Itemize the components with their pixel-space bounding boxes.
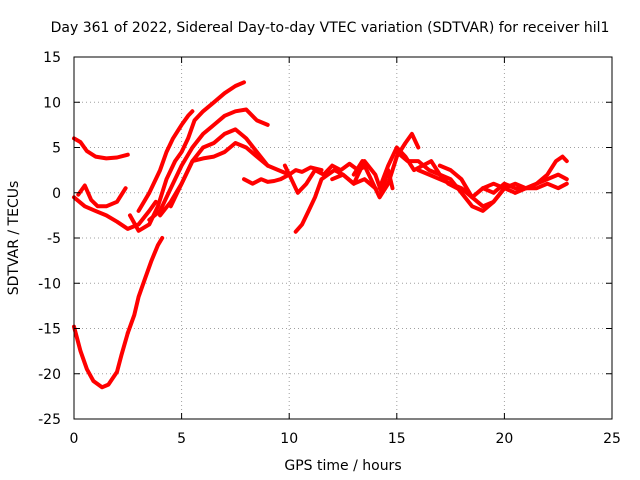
series-arc-10 <box>168 141 292 209</box>
y-tick-label: -15 <box>38 322 61 338</box>
y-axis-label: SDTVAR / TECUs <box>6 181 22 296</box>
x-tick-label: 10 <box>280 431 298 447</box>
x-tick-label: 15 <box>388 431 406 447</box>
series-arc-13 <box>293 168 378 234</box>
y-tick-label: 5 <box>52 141 61 157</box>
series-arc-17 <box>394 150 507 213</box>
series-arc-5 <box>76 183 128 209</box>
x-tick-label: 20 <box>495 431 513 447</box>
y-tick-label: 10 <box>43 95 61 111</box>
series-arc-11 <box>242 165 324 186</box>
x-axis-label: GPS time / hours <box>284 458 401 474</box>
y-tick-label: 15 <box>43 50 61 66</box>
series-arc-8 <box>147 107 270 222</box>
y-tick-label: -5 <box>47 231 61 247</box>
series-arc-3 <box>125 236 165 335</box>
series-arc-6 <box>128 80 246 233</box>
y-tick-label: -20 <box>38 367 61 383</box>
y-tick-labels: -25 -20 -15 -10 -5 0 5 10 15 <box>38 50 61 428</box>
chart-title: Day 361 of 2022, Sidereal Day-to-day VTE… <box>51 20 610 36</box>
series-layer <box>72 80 569 390</box>
x-tick-label: 25 <box>603 431 621 447</box>
y-tick-label: 0 <box>52 186 61 202</box>
series-arc-7 <box>136 109 195 213</box>
x-tick-labels: 0 5 10 15 20 25 <box>70 431 621 447</box>
x-tick-label: 5 <box>177 431 186 447</box>
y-tick-label: -10 <box>38 276 61 292</box>
series-arc-1 <box>72 136 130 161</box>
series-arc-12 <box>282 161 369 195</box>
y-tick-label: -25 <box>38 412 61 428</box>
series-arc-4 <box>72 195 158 231</box>
series-arc-2 <box>72 324 130 390</box>
series-arc-21 <box>513 154 569 195</box>
series-arc-15 <box>351 131 421 200</box>
grid <box>74 57 612 419</box>
x-tick-label: 0 <box>70 431 79 447</box>
ticks <box>73 56 613 420</box>
